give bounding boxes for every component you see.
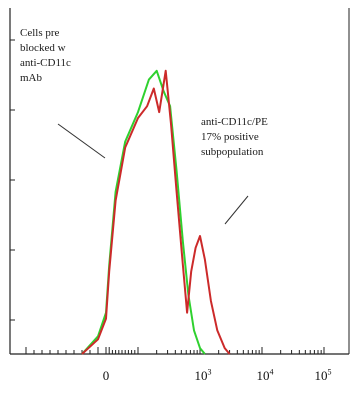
y-axis-ticks	[10, 39, 15, 321]
x-tick-label-0: 0	[103, 368, 110, 384]
annotation-line: anti-CD11c/PE	[201, 116, 268, 128]
x-axis-ticks	[25, 347, 325, 354]
annotation-line: 17% positive	[201, 131, 259, 143]
x-tick-exponent: 3	[207, 367, 212, 377]
annotation-line: subpopulation	[201, 146, 264, 158]
annotation-pointer-left	[57, 123, 106, 159]
x-tick-label-1e5: 105	[315, 368, 332, 384]
x-tick-exponent: 4	[269, 367, 274, 377]
annotation-blocked-cells: Cells pre blocked w anti-CD11c mAb	[20, 26, 71, 86]
annotation-line: mAb	[20, 72, 42, 84]
x-tick-exponent: 5	[327, 367, 332, 377]
annotation-pointer-right	[224, 195, 249, 225]
annotation-line: blocked w	[20, 42, 66, 54]
histogram-series-1	[81, 69, 231, 355]
annotation-line: anti-CD11c	[20, 57, 71, 69]
x-tick-label-text: 0	[102, 368, 110, 383]
annotation-positive-subpopulation: anti-CD11c/PE 17% positive subpopulation	[201, 115, 268, 160]
series-layer	[81, 69, 231, 355]
x-tick-label-1e3: 103	[195, 368, 212, 384]
annotation-line: Cells pre	[20, 27, 60, 39]
x-tick-base: 10	[194, 368, 208, 383]
x-tick-base: 10	[314, 368, 328, 383]
x-tick-label-1e4: 104	[257, 368, 274, 384]
x-tick-base: 10	[256, 368, 270, 383]
